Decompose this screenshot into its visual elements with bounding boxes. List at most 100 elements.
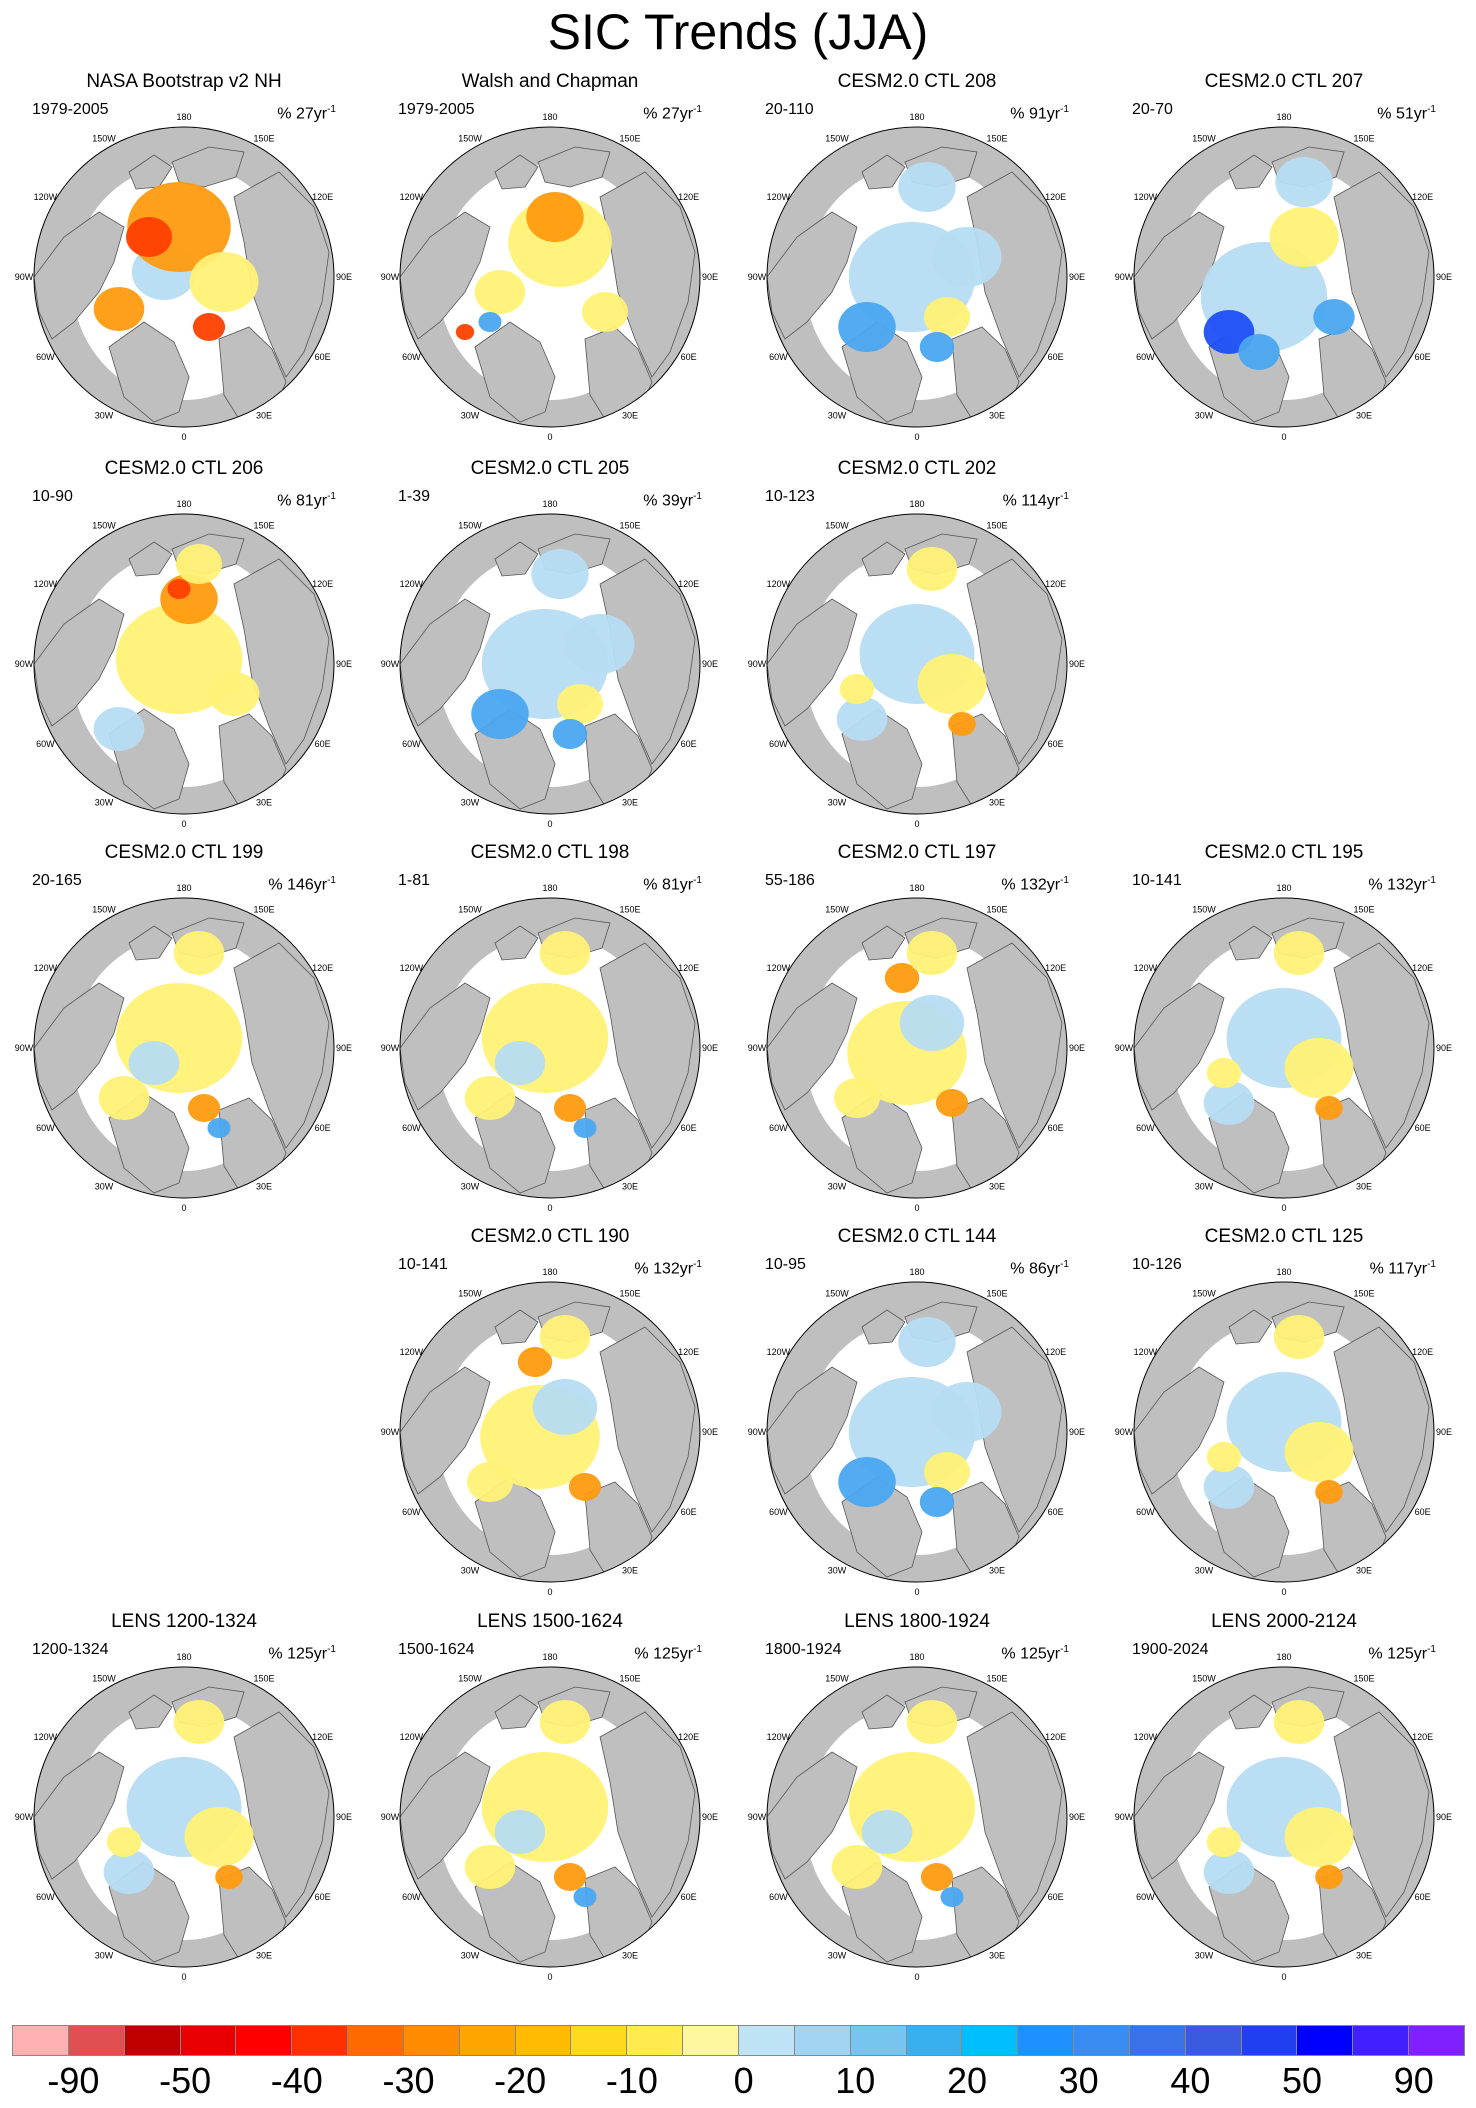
longitude-label: 150W [825, 1673, 849, 1683]
longitude-label: 150W [1192, 904, 1216, 914]
panel-title: CESM2.0 CTL 205 [470, 458, 630, 479]
map-panel: CESM2.0 CTL 198 1-81 % 81yr-1 180 150E 120E 90… [370, 842, 730, 1213]
longitude-label: 180 [909, 112, 924, 122]
map-boundary [33, 126, 335, 428]
longitude-label: 150W [458, 1288, 482, 1298]
longitude-label: 0 [181, 432, 186, 442]
longitude-label: 150E [1353, 133, 1374, 143]
colorbar-tick-label: -20 [494, 2060, 547, 2101]
longitude-label: 90W [1115, 1812, 1134, 1822]
panel-units-label: % 81yr-1 [643, 875, 702, 894]
longitude-label: 90E [702, 1812, 718, 1822]
longitude-label: 60E [315, 352, 331, 362]
longitude-label: 120E [678, 579, 699, 589]
map-boundary [1133, 126, 1435, 428]
trend-region [582, 292, 628, 332]
land-mass [34, 1751, 125, 1880]
trend-region [98, 1076, 150, 1120]
panel-title: CESM2.0 CTL 190 [470, 1226, 630, 1247]
colorbar [12, 2025, 1465, 2058]
longitude-label: 60W [1136, 1892, 1155, 1902]
colorbar-tick-label: 40 [1170, 2060, 1211, 2101]
panel-title: NASA Bootstrap v2 NH [86, 71, 282, 92]
map-boundary [1133, 1666, 1435, 1968]
longitude-label: 0 [547, 432, 552, 442]
trend-region [531, 549, 589, 599]
trend-region [539, 1315, 591, 1359]
panel-units-label: % 125yr-1 [1001, 1644, 1069, 1663]
colorbar-swatch [793, 2025, 851, 2056]
longitude-label: 180 [542, 1652, 557, 1662]
map-boundary [399, 1666, 701, 1968]
trend-region [1275, 157, 1333, 207]
longitude-label: 60W [769, 1123, 788, 1133]
longitude-label: 120E [1412, 1347, 1433, 1357]
colorbar-swatch [849, 2025, 907, 2056]
polar-map: 180 150E 120E 90E 60E 30E 0 30W 60W 90W 120W 150W [15, 883, 352, 1213]
panel-title: CESM2.0 CTL 199 [104, 842, 264, 863]
trend-region [1269, 207, 1339, 267]
trend-region [552, 719, 588, 749]
longitude-label: 180 [542, 883, 557, 893]
panel-period-label: 20-110 [765, 101, 814, 118]
longitude-label: 150W [458, 904, 482, 914]
longitude-label: 120E [312, 963, 333, 973]
longitude-label: 150E [1353, 1288, 1374, 1298]
panel-period-label: 10-126 [1132, 1256, 1182, 1273]
longitude-label: 90E [702, 272, 718, 282]
longitude-label: 60W [402, 1123, 421, 1133]
longitude-label: 150E [986, 520, 1007, 530]
trend-region [940, 1887, 964, 1907]
polar-map: 180 150E 120E 90E 60E 30E 0 30W 60W 90W 120W 150W [15, 112, 352, 442]
longitude-label: 150E [619, 1673, 640, 1683]
trend-region [478, 312, 502, 332]
trend-region [173, 931, 225, 975]
colorbar-swatch [67, 2025, 125, 2056]
land-mass [861, 1694, 906, 1730]
polar-map: 180 150E 120E 90E 60E 30E 0 30W 60W 90W 120W 150W [748, 499, 1085, 829]
longitude-label: 180 [542, 112, 557, 122]
colorbar-tick-label: 10 [835, 2060, 876, 2101]
trend-region [1206, 1058, 1242, 1088]
longitude-label: 60E [681, 1892, 697, 1902]
trend-region [103, 1850, 155, 1894]
map-boundary [399, 126, 701, 428]
longitude-label: 150W [458, 520, 482, 530]
land-mass [1333, 942, 1430, 1149]
trend-region [919, 1487, 955, 1517]
land-mass [108, 321, 190, 423]
longitude-label: 30W [1195, 1951, 1214, 1961]
longitude-label: 120W [767, 1732, 791, 1742]
trend-region [924, 1452, 970, 1492]
longitude-label: 30W [461, 1951, 480, 1961]
longitude-label: 120E [678, 1732, 699, 1742]
map-boundary [766, 513, 1068, 815]
land-mass [599, 1711, 696, 1918]
longitude-label: 90E [1436, 1043, 1452, 1053]
trend-region [1315, 1865, 1343, 1889]
longitude-label: 30W [95, 1182, 114, 1192]
map-panel: CESM2.0 CTL 205 1-39 % 39yr-1 180 150E 120E 90… [370, 458, 730, 829]
longitude-label: 120W [400, 963, 424, 973]
longitude-label: 120W [767, 579, 791, 589]
map-boundary [766, 1666, 1068, 1968]
map-boundary [1133, 897, 1435, 1199]
panel-title: CESM2.0 CTL 195 [1204, 842, 1364, 863]
panel-units-label: % 51yr-1 [1377, 104, 1436, 123]
trend-region [884, 963, 920, 993]
polar-map: 180 150E 120E 90E 60E 30E 0 30W 60W 90W 120W 150W [748, 112, 1085, 442]
map-panel: CESM2.0 CTL 207 20-70 % 51yr-1 180 150E 120E 9… [1104, 71, 1464, 442]
panel-units-label: % 27yr-1 [277, 104, 336, 123]
trend-region [917, 654, 987, 714]
trend-region [568, 1473, 602, 1501]
land-mass [400, 1751, 491, 1880]
trend-region [948, 712, 976, 736]
longitude-label: 30E [256, 1951, 272, 1961]
longitude-label: 180 [909, 499, 924, 509]
trend-region [539, 931, 591, 975]
land-mass [400, 211, 491, 340]
longitude-label: 30W [828, 798, 847, 808]
longitude-label: 150E [253, 133, 274, 143]
longitude-label: 30W [461, 1566, 480, 1576]
map-boundary [766, 897, 1068, 1199]
